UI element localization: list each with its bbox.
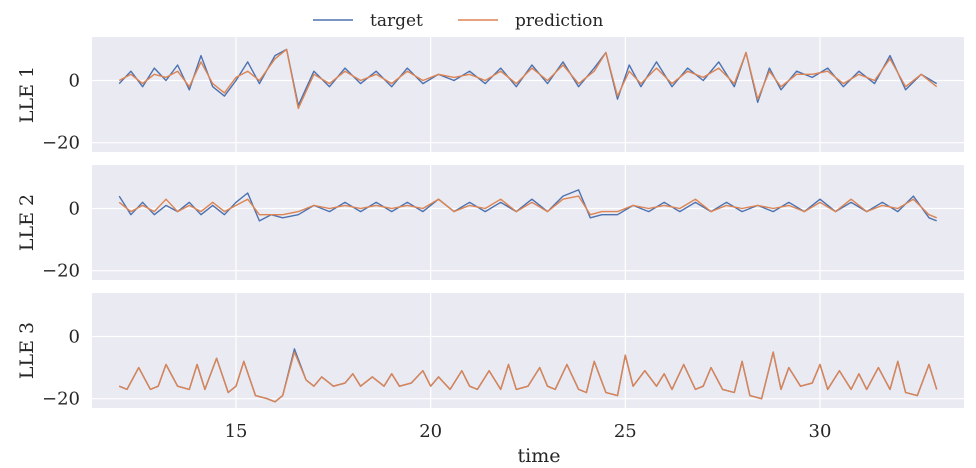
series-line-prediction [118,351,938,403]
legend-label-target: target [370,11,423,31]
x-tick-labels: 15 20 25 30 [225,421,832,442]
legend-label-prediction: prediction [515,11,603,31]
x-axis-label: time [518,445,561,467]
series-line-prediction [118,48,938,110]
y-tick-label: 0 [69,199,80,220]
y-tick-label: −20 [42,133,80,154]
y-tick-label: −20 [42,389,80,410]
y-tick-label: 0 [69,71,80,92]
panel-background [92,165,964,280]
y-axis-label: LLE 2 [16,194,38,251]
legend: target prediction [313,11,603,31]
panel-background [92,293,964,408]
x-tick-label: 25 [614,421,637,442]
x-tick-label: 15 [225,421,248,442]
y-tick-label: −20 [42,261,80,282]
y-axis-label: LLE 3 [16,322,38,379]
y-tick-label: 0 [69,327,80,348]
panel-background [92,37,964,152]
series-line-target [118,48,938,107]
x-tick-label: 30 [809,421,832,442]
series-line-prediction [118,195,937,219]
y-axis-label: LLE 1 [16,66,38,123]
x-tick-label: 20 [419,421,442,442]
